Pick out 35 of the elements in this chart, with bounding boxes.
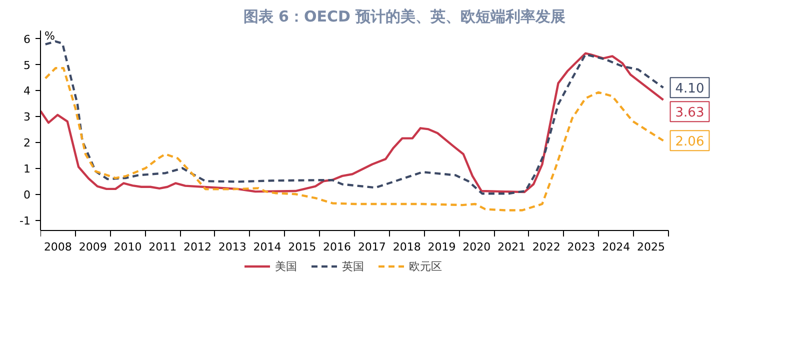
legend-label: 英国: [342, 258, 364, 274]
y-tick-label: 0: [24, 188, 30, 202]
x-tick-label: 2021: [498, 240, 526, 254]
x-tick-label: 2013: [218, 240, 246, 254]
x-tick-label: 2010: [114, 240, 142, 254]
x-tick-label: 2022: [532, 240, 560, 254]
x-tick-label: 2016: [323, 240, 352, 254]
y-tick-label: 5: [24, 58, 30, 72]
x-tick-label: 2015: [288, 240, 316, 254]
y-axis-title: %: [44, 30, 55, 42]
x-tick-label: 2009: [78, 240, 107, 254]
legend-label: 欧元区: [409, 258, 442, 274]
y-tick-label: 3: [24, 110, 30, 124]
x-tick-label: 2024: [602, 240, 630, 254]
line-series: [44, 67, 664, 212]
y-tick-label: 2: [24, 136, 30, 150]
y-tick-label: 6: [24, 32, 30, 46]
chart-title: 图表 6：OECD 预计的美、英、欧短端利率发展: [243, 8, 566, 26]
x-tick-label: 2023: [567, 240, 596, 254]
x-tick-label: 2014: [253, 240, 282, 254]
y-tick-label: -1: [20, 214, 30, 228]
x-tick-label: 2012: [184, 240, 212, 254]
x-tick-label: 2011: [148, 240, 177, 254]
data-label: 4.10: [675, 82, 704, 97]
y-tick-label: 4: [24, 84, 30, 98]
x-tick-label: 2025: [637, 240, 666, 254]
y-tick-label: 1: [24, 162, 30, 176]
x-tick-label: 2019: [428, 240, 456, 254]
data-label: 3.63: [675, 106, 704, 121]
data-label: 2.06: [675, 134, 704, 150]
x-tick-label: 2017: [358, 240, 386, 254]
x-tick-label: 2020: [462, 240, 491, 254]
x-tick-label: 2008: [44, 240, 72, 254]
legend-label: 美国: [275, 258, 297, 274]
x-tick-label: 2018: [392, 240, 421, 254]
